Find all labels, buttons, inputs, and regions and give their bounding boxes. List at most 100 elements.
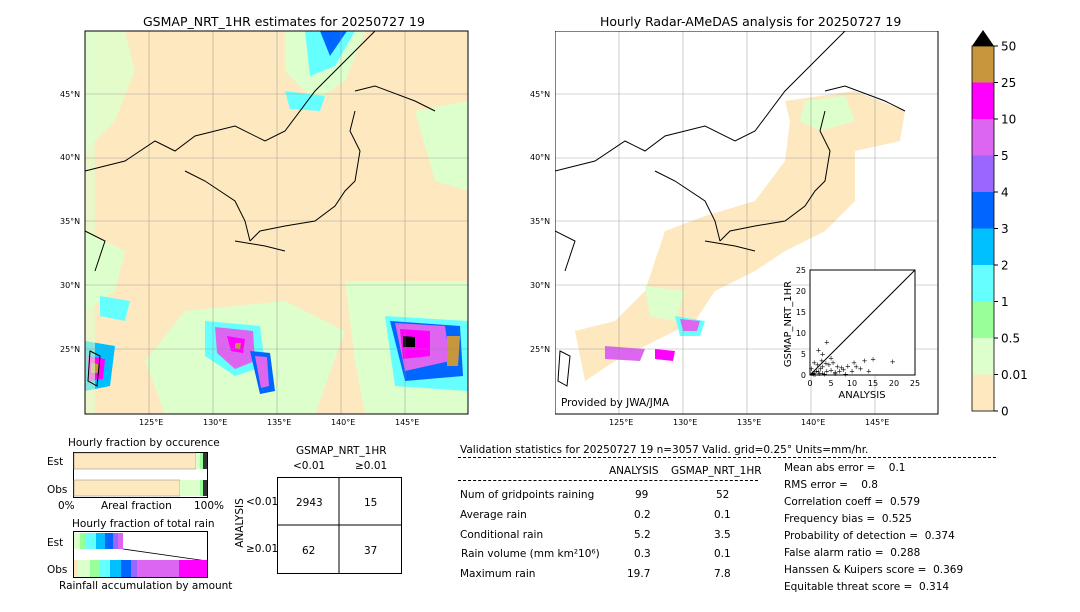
scatter-point: + (815, 368, 821, 376)
scatter-point: + (815, 346, 821, 354)
scatter-point: + (819, 357, 825, 365)
left-lon-145: 145°E (395, 418, 420, 427)
scatter-point: + (830, 359, 836, 367)
validation-row-gsmap: 7.8 (714, 568, 731, 580)
score-mae: Mean abs error = 0.1 (784, 462, 906, 474)
occurrence-obs-label: Obs (47, 484, 68, 496)
occurrence-title: Hourly fraction by occurence (68, 437, 220, 449)
validation-row-analysis: 0.3 (634, 548, 651, 560)
colorbar-label: 0.5 (1001, 332, 1020, 346)
scatter-point: + (828, 366, 834, 374)
scatter-point: + (853, 363, 859, 371)
right-lat-30: 30°N (530, 281, 551, 290)
scatter-xtick: 15 (868, 379, 878, 388)
colorbar-segment (972, 374, 994, 411)
contingency-col-1: <0.01 (293, 460, 326, 472)
scatter-point: + (836, 367, 842, 375)
left-lat-30: 30°N (60, 281, 81, 290)
left-lon-135: 135°E (267, 418, 292, 427)
colorbar-label: 0.01 (1001, 368, 1028, 382)
scatter-point: + (862, 357, 868, 365)
left-map-title: GSMAP_NRT_1HR estimates for 20250727 19 (143, 14, 425, 29)
validation-header-rule (458, 457, 996, 458)
scatter-point: + (818, 365, 824, 373)
right-lat-35: 35°N (530, 217, 551, 226)
scatter-point: + (813, 367, 819, 375)
colorbar-segment (972, 338, 994, 375)
occurrence-axis-mid: Areal fraction (101, 500, 172, 512)
left-lon-130: 130°E (203, 418, 228, 427)
validation-row-label: Maximum rain (460, 568, 536, 580)
score-ets: Equitable threat score = 0.314 (784, 581, 950, 593)
contingency-row-1: <0.01 (246, 496, 279, 508)
validation-row-analysis: 5.2 (634, 529, 651, 541)
score-rmse: RMS error = 0.8 (784, 479, 878, 491)
validation-row-analysis: 99 (635, 489, 649, 501)
score-corr: Correlation coeff = 0.579 (784, 496, 920, 508)
total-est-bar (74, 533, 123, 549)
scatter-point: + (810, 371, 816, 379)
validation-row-gsmap: 3.5 (714, 529, 731, 541)
total-est-label: Est (47, 537, 64, 549)
occurrence-est-label: Est (47, 456, 64, 468)
colorbar-segment (972, 228, 994, 265)
right-map-title: Hourly Radar-AMeDAS analysis for 2025072… (600, 14, 902, 29)
scatter-point: + (822, 371, 828, 379)
scatter-ylabel: GSMAP_NRT_1HR (783, 281, 794, 367)
scatter-point: + (824, 367, 830, 375)
total-obs-label: Obs (47, 564, 68, 576)
scatter-ytick: 15 (796, 308, 806, 317)
validation-row-label: Rain volume (mm km²10⁶) (461, 548, 600, 560)
scatter-point: + (828, 355, 834, 363)
colorbar-segment (972, 301, 994, 338)
scatter-point: + (824, 339, 830, 347)
colorbar-label: 50 (1001, 40, 1016, 54)
validation-row-label: Average rain (460, 509, 527, 521)
colorbar-label: 2 (1001, 259, 1009, 273)
occurrence-axis-right: 100% (194, 500, 225, 512)
right-lat-25: 25°N (530, 345, 551, 354)
occurrence-obs-bar (73, 479, 181, 497)
score-far: False alarm ratio = 0.288 (784, 547, 921, 559)
score-freq-bias: Frequency bias = 0.525 (784, 513, 912, 525)
colorbar-label: 5 (1001, 149, 1009, 163)
validation-row-analysis: 19.7 (627, 568, 651, 580)
left-map (84, 30, 469, 415)
validation-row-gsmap: 0.1 (714, 548, 731, 560)
right-lon-125: 125°E (609, 418, 634, 427)
scatter-point: + (851, 359, 857, 367)
scatter-point: + (857, 365, 863, 373)
occurrence-axis-left: 0% (58, 500, 75, 512)
scatter-point: + (812, 371, 818, 379)
colorbar-label: 4 (1001, 186, 1009, 200)
scatter-point: + (815, 361, 821, 369)
colorbar-segment (972, 155, 994, 192)
scatter-xtick: 5 (828, 379, 833, 388)
scatter-point: + (849, 367, 855, 375)
scatter-point: + (816, 370, 822, 378)
contingency-cell-10: 62 (302, 545, 316, 557)
contingency-cell-00: 2943 (296, 497, 323, 509)
contingency-cell-01: 15 (364, 497, 378, 509)
right-lon-140: 140°E (801, 418, 826, 427)
right-lat-40: 40°N (530, 153, 551, 162)
scatter-xtick: 20 (889, 379, 899, 388)
colorbar-extend-arrow (972, 30, 994, 46)
validation-row-analysis: 0.2 (634, 509, 651, 521)
scatter-plot: +++++++++++++++++++++++ +++++++++ + + +++++ +… (783, 266, 920, 401)
colorbar-segment (972, 192, 994, 229)
contingency-row-2: ≥0.01 (246, 543, 279, 555)
validation-header: Validation statistics for 20250727 19 n=… (460, 444, 869, 456)
scatter-point: + (832, 370, 838, 378)
right-map (555, 31, 939, 415)
colorbar-label: 25 (1001, 76, 1016, 90)
score-hk: Hanssen & Kuipers score = 0.369 (784, 564, 964, 576)
scatter-point: + (890, 358, 896, 366)
scatter-xtick: 10 (847, 379, 857, 388)
validation-row-label: Conditional rain (460, 529, 544, 541)
scatter-point: + (811, 369, 817, 377)
scatter-point: + (823, 360, 829, 368)
right-lat-45: 45°N (530, 90, 551, 99)
scatter-point: + (834, 363, 840, 371)
contingency-grid (277, 477, 402, 574)
